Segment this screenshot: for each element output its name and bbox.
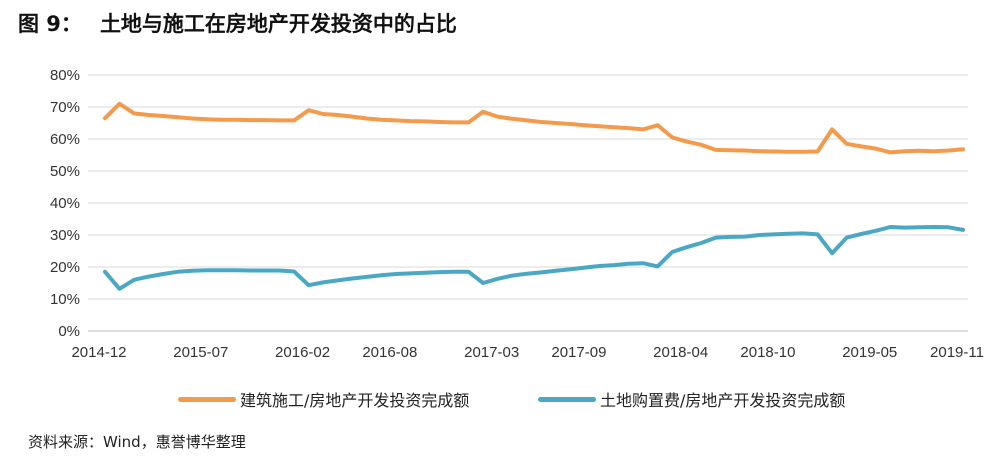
x-tick-label: 2019-11 <box>930 344 984 361</box>
figure-title: 土地与施工在房地产开发投资中的占比 <box>99 12 457 36</box>
y-axis: 0% 10% 20% 30% 40% 50% 60% 70% 80% <box>50 67 80 340</box>
y-tick-label: 50% <box>50 163 80 180</box>
legend: 建筑施工/房地产开发投资完成额 土地购置费/房地产开发投资完成额 <box>0 387 1007 413</box>
series-line-construction <box>103 101 965 155</box>
y-tick-label: 0% <box>58 323 80 340</box>
legend-swatch-blue <box>538 396 596 402</box>
x-tick-label: 2018-04 <box>653 344 708 361</box>
series-line-land <box>103 225 965 291</box>
x-tick-label: 2015-07 <box>173 344 228 361</box>
y-tick-label: 40% <box>50 195 80 212</box>
source-note: 资料来源：Wind，惠誉博华整理 <box>28 433 246 451</box>
legend-label-land: 土地购置费/房地产开发投资完成额 <box>600 391 846 410</box>
line-chart: 0% 10% 20% 30% 40% 50% 60% 70% 80% 2014-12 2015-0… <box>50 67 984 361</box>
y-tick-label: 60% <box>50 131 80 148</box>
grid-lines <box>88 74 968 300</box>
legend-item-construction: 建筑施工/房地产开发投资完成额 <box>178 387 469 411</box>
chart-title: 图 9： 土地与施工在房地产开发投资中的占比 <box>18 8 457 38</box>
legend-swatch-orange <box>178 396 236 402</box>
x-tick-label: 2018-10 <box>740 344 795 361</box>
x-tick-label: 2017-09 <box>551 344 606 361</box>
x-tick-label: 2016-08 <box>362 344 417 361</box>
legend-label-construction: 建筑施工/房地产开发投资完成额 <box>240 391 470 410</box>
y-tick-label: 80% <box>50 67 80 84</box>
series-group <box>103 101 965 291</box>
x-tick-label: 2016-02 <box>275 344 330 361</box>
y-tick-label: 10% <box>50 291 80 308</box>
x-tick-label: 2014-12 <box>71 344 126 361</box>
y-tick-label: 30% <box>50 227 80 244</box>
y-tick-label: 20% <box>50 259 80 276</box>
x-axis: 2014-12 2015-07 2016-02 2016-08 2017-03 2017-… <box>71 330 984 361</box>
legend-item-land: 土地购置费/房地产开发投资完成额 <box>538 387 845 411</box>
x-tick-label: 2017-03 <box>464 344 519 361</box>
y-tick-label: 70% <box>50 99 80 116</box>
figure-label: 图 9： <box>18 12 82 36</box>
x-tick-label: 2019-05 <box>842 344 897 361</box>
